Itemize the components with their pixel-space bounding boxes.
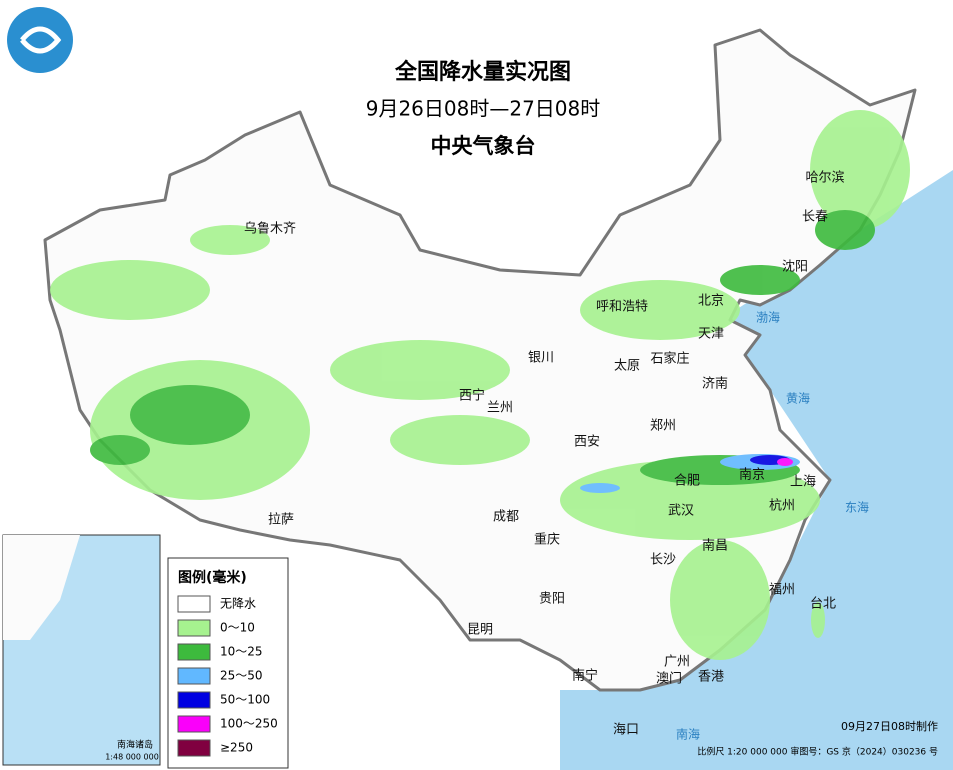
city-label: 天津: [698, 327, 724, 342]
legend-swatch: [177, 595, 211, 613]
legend-label: 50～100: [220, 693, 270, 707]
city-label: 香港: [698, 670, 724, 685]
city-label: 哈尔滨: [805, 170, 844, 186]
city-label: 济南: [702, 376, 728, 392]
inset-map: 南海诸岛 1:48 000 000: [2, 534, 161, 766]
legend-swatch: [177, 691, 211, 709]
legend-swatch: [177, 643, 211, 661]
city-label: 贵阳: [539, 592, 565, 607]
sea-label: 南海: [676, 727, 700, 742]
legend-label: 100～250: [220, 717, 278, 731]
title: 全国降水量实况图: [394, 59, 571, 85]
agency: 中央气象台: [431, 134, 536, 158]
inset-label: 南海诸岛: [117, 739, 153, 751]
legend-label: ≥250: [220, 741, 253, 755]
legend-swatch: [177, 619, 211, 637]
city-label: 太原: [614, 359, 640, 374]
legend-label: 25～50: [220, 669, 263, 683]
city-label: 重庆: [534, 532, 560, 548]
city-label: 福州: [769, 583, 795, 598]
city-label: 乌鲁木齐: [244, 221, 296, 237]
city-label: 昆明: [467, 623, 493, 638]
city-label: 海口: [613, 723, 639, 738]
legend-swatch: [177, 739, 211, 757]
scale-note: 比例尺 1:20 000 000 审图号：GS 京（2024）030236 号: [697, 746, 938, 758]
city-label: 郑州: [650, 419, 676, 434]
city-label: 武汉: [668, 504, 694, 519]
city-label: 长春: [802, 210, 828, 225]
city-label: 银川: [528, 351, 554, 366]
city-label: 台北: [810, 597, 836, 612]
made-time: 09月27日08时制作: [841, 720, 938, 733]
city-label: 广州: [664, 655, 690, 670]
legend-label: 0～10: [220, 621, 255, 635]
city-label: 西宁: [459, 388, 485, 404]
city-label: 成都: [493, 510, 519, 525]
city-label: 拉萨: [268, 513, 294, 528]
legend-title: 图例(毫米): [178, 569, 247, 586]
city-label: 呼和浩特: [596, 300, 648, 315]
inset-scale: 1:48 000 000: [105, 753, 159, 762]
city-label: 北京: [698, 294, 724, 309]
city-label: 南宁: [572, 668, 598, 684]
legend-swatch: [177, 715, 211, 733]
city-label: 杭州: [769, 499, 795, 514]
city-label: 澳门: [656, 671, 682, 687]
legend-label: 10～25: [220, 645, 263, 659]
city-label: 南京: [739, 467, 765, 483]
city-label: 长沙: [650, 553, 676, 568]
city-label: 合肥: [674, 474, 700, 489]
legend-label: 无降水: [220, 597, 256, 611]
legend: 图例(毫米) 无降水 0～10 10～25 25～50 50～100 100～250 ≥25…: [167, 557, 289, 769]
city-label: 石家庄: [650, 351, 689, 367]
sea-label: 东海: [845, 500, 869, 515]
period: 9月26日08时—27日08时: [366, 97, 601, 121]
precipitation: [50, 110, 910, 660]
sea: [560, 170, 953, 770]
city-label: 兰州: [487, 401, 513, 416]
sea-label: 黄海: [786, 391, 810, 406]
city-label: 南昌: [702, 538, 728, 554]
legend-swatch: [177, 667, 211, 685]
sea-label: 渤海: [756, 310, 780, 325]
city-label: 沈阳: [782, 260, 808, 275]
city-label: 上海: [790, 475, 816, 490]
logo: [7, 7, 73, 73]
city-label: 西安: [574, 435, 600, 450]
